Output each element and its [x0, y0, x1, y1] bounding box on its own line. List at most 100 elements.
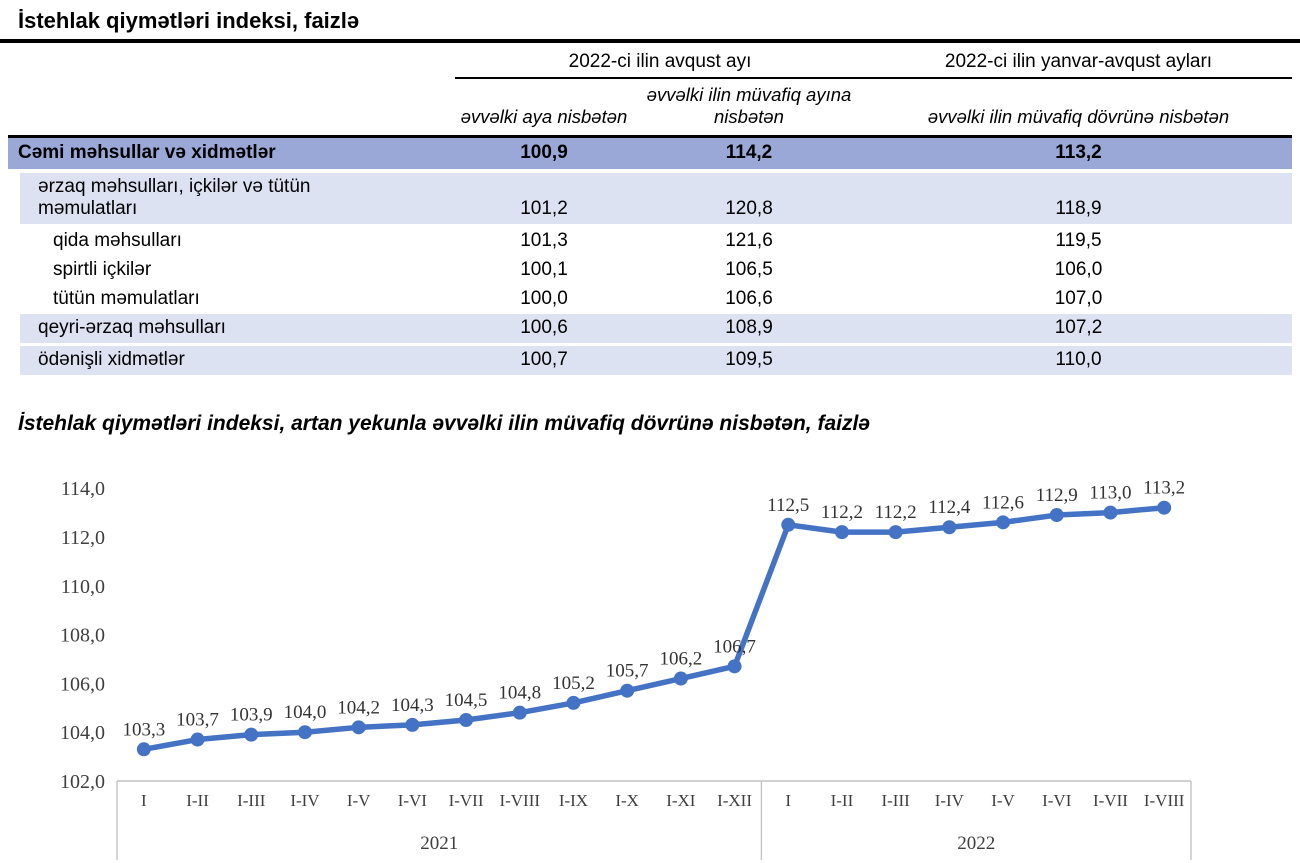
page-title: İstehlak qiymətləri indeksi, faizlə	[18, 8, 360, 33]
x-tick-label: I-VII	[1093, 791, 1128, 810]
x-tick-label: I-IX	[559, 791, 588, 810]
row-value: 119,5	[1055, 229, 1102, 251]
data-point-label: 113,0	[1089, 482, 1131, 503]
data-point-label: 103,3	[122, 719, 165, 740]
data-point-label: 104,3	[391, 695, 434, 716]
data-point-label: 103,9	[230, 704, 273, 725]
header-spacer	[8, 45, 455, 78]
x-tick-label: I-IV	[935, 791, 965, 810]
x-tick-label: I-VII	[449, 791, 484, 810]
row-value: 114,2	[725, 141, 773, 163]
data-point-label: 112,4	[928, 497, 971, 518]
data-point	[834, 524, 849, 539]
data-point-label: 105,2	[552, 673, 595, 694]
x-tick-label: I-V	[347, 791, 371, 810]
table-row-nonfood: qeyri-ərzaq məhsulları 100,6 108,9 107,2	[8, 313, 1292, 345]
data-point-label: 112,2	[821, 502, 863, 523]
data-point-label: 104,8	[498, 682, 541, 703]
row-label: ərzaq məhsulları, içkilər və tütün məmul…	[8, 171, 455, 226]
data-point-label: 104,0	[284, 702, 327, 723]
document-header: İstehlak qiymətləri indeksi, faizlə	[0, 0, 1300, 43]
data-point	[1049, 507, 1064, 522]
x-tick-label: I-VI	[1042, 791, 1072, 810]
y-tick-label: 104,0	[60, 722, 105, 744]
data-point-label: 104,5	[445, 690, 488, 711]
table-row-tobacco: tütün məmulatları 100,0 106,6 107,0	[8, 284, 1292, 314]
x-tick-label: I	[141, 791, 147, 810]
subheader-vs-same-period-prev-year: əvvəlki ilin müvafiq dövrünə nisbətən	[927, 105, 1230, 127]
y-tick-label: 114,0	[61, 478, 105, 500]
x-tick-label: I-XII	[717, 791, 752, 810]
data-point-label: 112,9	[1036, 485, 1078, 506]
row-value: 107,0	[1054, 287, 1103, 309]
x-tick-label: I-II	[831, 791, 854, 810]
table-row-food: qida məhsulları 101,3 121,6 119,5	[8, 225, 1292, 256]
x-tick-label: I-III	[237, 791, 266, 810]
table-row-alcohol: spirtli içkilər 100,1 106,5 106,0	[8, 255, 1292, 285]
data-point-label: 105,7	[606, 660, 649, 681]
y-tick-label: 102,0	[60, 771, 105, 793]
data-point	[297, 724, 312, 739]
data-point	[405, 717, 420, 732]
row-label: qida məhsulları	[53, 229, 182, 251]
x-tick-label: I-V	[991, 791, 1015, 810]
data-point-label: 103,7	[176, 709, 219, 730]
x-tick-label: I-VI	[398, 791, 428, 810]
row-value: 113,2	[1055, 141, 1102, 163]
row-value: 121,6	[725, 229, 773, 251]
row-label: ödənişli xidmətlər	[8, 344, 455, 376]
column-group-jan-august: 2022-ci ilin yanvar-avqust ayları	[865, 45, 1292, 79]
row-value: 106,0	[1054, 258, 1103, 280]
row-value: 100,9	[520, 141, 568, 163]
data-point	[244, 727, 259, 742]
x-tick-label: I	[785, 791, 791, 810]
table-header: 2022-ci ilin avqust ayı 2022-ci ilin yan…	[8, 45, 1292, 137]
row-value: 109,5	[725, 348, 773, 370]
row-label: tütün məmulatları	[53, 287, 200, 309]
y-tick-label: 106,0	[60, 673, 105, 695]
x-tick-label: I-II	[186, 791, 209, 810]
data-point-label: 112,6	[982, 492, 1024, 513]
y-tick-label: 112,0	[61, 527, 105, 549]
row-value: 101,3	[520, 229, 568, 251]
row-value: 100,6	[520, 316, 568, 338]
row-value: 100,1	[520, 258, 568, 280]
data-point-label: 112,5	[767, 494, 809, 515]
x-tick-label: I-III	[881, 791, 910, 810]
table-row-food-group: ərzaq məhsulları, içkilər və tütün məmul…	[8, 170, 1292, 226]
row-value: 101,2	[520, 197, 568, 219]
subheader-vs-same-month-prev-year: əvvəlki ilin müvafiq ayına nisbətən	[646, 84, 852, 127]
table-row-services: ödənişli xidmətlər 100,7 109,5 110,0	[8, 344, 1292, 377]
row-label: qeyri-ərzaq məhsulları	[8, 314, 455, 345]
row-value: 110,0	[1055, 348, 1102, 370]
data-point	[459, 712, 474, 727]
data-point	[942, 519, 957, 534]
data-point	[996, 515, 1011, 530]
data-point	[136, 741, 151, 756]
row-value: 118,9	[1055, 197, 1102, 219]
row-value: 106,6	[725, 287, 773, 309]
row-value: 108,9	[725, 316, 773, 338]
y-tick-label: 108,0	[60, 624, 105, 646]
data-point	[1157, 500, 1172, 515]
row-label: Cəmi məhsullar və xidmətlər	[18, 141, 276, 163]
data-point	[888, 524, 903, 539]
x-tick-label: I-X	[615, 791, 639, 810]
cpi-chart: 102,0 104,0 106,0 108,0 110,0 112,0 114,0 I I-II…	[60, 477, 1192, 860]
row-value: 100,7	[520, 348, 568, 370]
data-point-label: 112,2	[875, 502, 917, 523]
data-point	[190, 732, 205, 747]
x-tick-label: I-XI	[666, 791, 696, 810]
data-point-label: 106,7	[713, 636, 756, 657]
row-value: 120,8	[725, 197, 773, 219]
chart-title: İstehlak qiymətləri indeksi, artan yekun…	[18, 411, 870, 435]
year-label: 2022	[957, 833, 995, 854]
subheader-vs-prev-month: əvvəlki aya nisbətən	[460, 105, 628, 127]
data-point	[351, 719, 366, 734]
x-tick-label: I-IV	[290, 791, 320, 810]
y-tick-label: 110,0	[61, 575, 105, 597]
data-point	[566, 695, 581, 710]
row-value: 107,2	[1054, 316, 1103, 338]
data-point-label: 113,2	[1143, 477, 1185, 498]
table-row-total: Cəmi məhsullar və xidmətlər 100,9 114,2 …	[8, 136, 1292, 171]
